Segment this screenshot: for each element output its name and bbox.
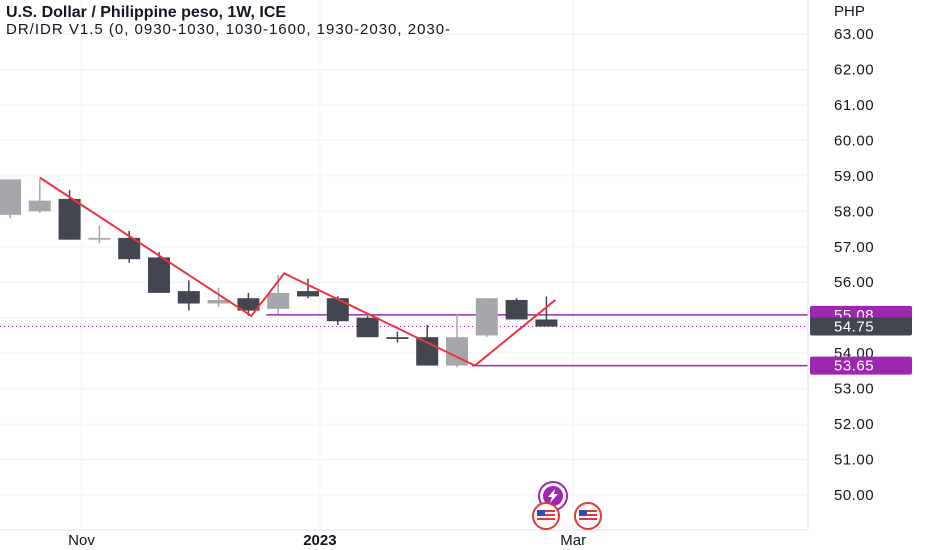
chart-title: U.S. Dollar / Philippine peso, 1W, ICE xyxy=(6,4,287,21)
candle-body xyxy=(88,237,111,240)
candle-body xyxy=(356,317,379,338)
x-tick-label: 2023 xyxy=(303,532,336,549)
us-flag-icon-2[interactable] xyxy=(574,502,602,530)
y-tick-label: 53.00 xyxy=(834,381,874,398)
currency-label: PHP xyxy=(834,3,865,20)
zigzag-lines xyxy=(39,176,556,367)
candle-body xyxy=(28,200,51,212)
y-tick-label: 60.00 xyxy=(834,132,874,149)
candles xyxy=(0,179,558,368)
price-axis: 63.00 62.00 61.00 60.00 59.00 58.00 57.00 56.00… xyxy=(807,0,874,530)
indicator-legend[interactable]: DR/IDR V1.5 (0, 0930-1030, 1030-1600, 19… xyxy=(6,21,452,38)
candle-body xyxy=(267,292,290,309)
candle-body xyxy=(0,179,21,215)
candle-body xyxy=(505,299,528,320)
level-price-badge-bg xyxy=(810,356,912,375)
level-price-badge: 53.65 xyxy=(834,358,874,375)
x-tick-label: Nov xyxy=(68,532,95,549)
current-price-badge: 54.75 xyxy=(834,319,874,336)
candle-body xyxy=(297,291,319,297)
candle-body xyxy=(207,299,230,304)
x-tick-label: Mar xyxy=(560,532,586,549)
y-tick-label: 61.00 xyxy=(834,97,874,114)
y-tick-label: 56.00 xyxy=(834,274,874,291)
zigzag-line xyxy=(39,176,556,367)
candle-body xyxy=(535,319,558,327)
y-tick-label: 50.00 xyxy=(834,487,874,504)
y-tick-label: 57.00 xyxy=(834,239,874,256)
y-tick-label: 58.00 xyxy=(834,203,874,220)
y-tick-label: 51.00 xyxy=(834,452,874,469)
us-flag-icon[interactable] xyxy=(532,502,560,530)
candle-body xyxy=(58,198,81,240)
event-icons xyxy=(532,481,602,530)
candle-body xyxy=(177,291,200,304)
time-axis: Nov 2023 Mar xyxy=(0,529,808,549)
current-price-badge-bg xyxy=(810,317,912,336)
candle-body xyxy=(475,298,498,336)
candle-body xyxy=(148,257,170,293)
candle-body xyxy=(237,298,260,311)
candle-body xyxy=(326,298,349,322)
y-tick-label: 52.00 xyxy=(834,416,874,433)
candle-body xyxy=(118,237,141,260)
y-tick-label: 59.00 xyxy=(834,168,874,185)
y-tick-label: 62.00 xyxy=(834,61,874,78)
candle-body xyxy=(386,337,409,339)
y-tick-label: 63.00 xyxy=(834,26,874,43)
chart-grid xyxy=(0,0,808,530)
